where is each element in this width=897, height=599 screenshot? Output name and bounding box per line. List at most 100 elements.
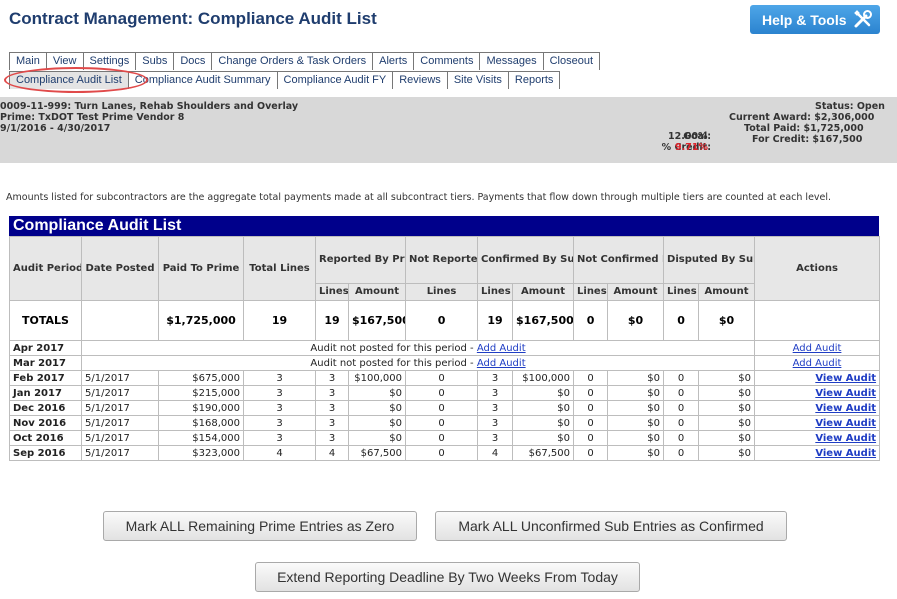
not-posted-message: Audit not posted for this period - Add A… xyxy=(80,355,756,371)
row-total-lines: 3 xyxy=(243,430,316,446)
totals-total-lines: 19 xyxy=(243,300,316,341)
view-audit-link[interactable]: View Audit xyxy=(815,417,877,429)
totals-not-confirmed-amount: $0 xyxy=(607,300,665,341)
row-total-lines: 3 xyxy=(243,415,316,431)
view-audit-link[interactable]: View Audit xyxy=(815,432,877,444)
tab-docs[interactable]: Docs xyxy=(173,52,213,70)
row-action: View Audit xyxy=(754,445,881,461)
table-row: Mar 2017 Audit not posted for this period… xyxy=(9,355,881,371)
view-audit-link[interactable]: View Audit xyxy=(815,372,877,384)
not-posted-text: Audit not posted for this period - xyxy=(310,342,474,354)
help-tools-label: Help & Tools xyxy=(762,11,847,28)
row-not-confirmed-amount: $0 xyxy=(607,370,665,386)
view-audit-link[interactable]: View Audit xyxy=(815,447,877,459)
subheader-amount: Amount xyxy=(512,283,575,301)
contract-dates: 9/1/2016 - 4/30/2017 xyxy=(0,123,111,134)
row-action: Add Audit xyxy=(754,355,881,371)
view-audit-link[interactable]: View Audit xyxy=(815,387,877,399)
row-not-reported-lines: 0 xyxy=(405,445,479,461)
table-row: Apr 2017 Audit not posted for this period… xyxy=(9,340,881,356)
tab-messages[interactable]: Messages xyxy=(479,52,544,70)
row-date-posted: 5/1/2017 xyxy=(81,415,159,431)
header-paid-to-prime: Paid To Prime xyxy=(158,236,244,301)
row-confirmed-lines: 3 xyxy=(477,415,514,431)
subheader-amount: Amount xyxy=(607,283,665,301)
tab-compliance-audit-fy[interactable]: Compliance Audit FY xyxy=(276,71,394,89)
extend-deadline-button[interactable]: Extend Reporting Deadline By Two Weeks F… xyxy=(255,562,640,592)
add-audit-action-link[interactable]: Add Audit xyxy=(792,342,842,354)
grid-title: Compliance Audit List xyxy=(9,216,879,236)
header-disputed-by-sub: Disputed By Sub xyxy=(663,236,756,284)
row-paid-to-prime: $323,000 xyxy=(158,445,244,461)
row-reported-amount: $0 xyxy=(347,430,407,446)
header-date-posted: Date Posted xyxy=(81,236,159,301)
not-posted-message: Audit not posted for this period - Add A… xyxy=(80,340,756,356)
row-disputed-amount: $0 xyxy=(698,370,756,386)
tab-reports[interactable]: Reports xyxy=(507,71,561,89)
table-row: Jan 2017 5/1/2017 $215,000 3 3 $0 0 3 $0 0 $0 0 $0 Vi… xyxy=(9,385,881,401)
header-audit-period: Audit Period xyxy=(9,236,82,301)
contract-info-panel: 0009-11-999: Turn Lanes, Rehab Shoulders… xyxy=(0,97,897,163)
tab-subs[interactable]: Subs xyxy=(135,52,175,70)
tab-site-visits[interactable]: Site Visits xyxy=(446,71,509,89)
contract-title: 0009-11-999: Turn Lanes, Rehab Shoulders… xyxy=(0,101,299,112)
view-audit-link[interactable]: View Audit xyxy=(815,402,877,414)
tab-main[interactable]: Main xyxy=(9,52,47,70)
total-paid: Total Paid: $1,725,000 xyxy=(744,123,864,134)
row-not-confirmed-amount: $0 xyxy=(607,445,665,461)
row-not-confirmed-lines: 0 xyxy=(573,430,609,446)
totals-paid: $1,725,000 xyxy=(158,300,244,341)
tab-alerts[interactable]: Alerts xyxy=(372,52,415,70)
add-audit-action-link[interactable]: Add Audit xyxy=(792,357,842,369)
subheader-lines: Lines xyxy=(405,283,479,301)
row-total-lines: 3 xyxy=(243,370,316,386)
tab-change-orders[interactable]: Change Orders & Task Orders xyxy=(211,52,374,70)
totals-reported-lines: 19 xyxy=(315,300,349,341)
row-disputed-lines: 0 xyxy=(663,415,700,431)
mark-prime-zero-button[interactable]: Mark ALL Remaining Prime Entries as Zero xyxy=(103,511,417,541)
for-credit: For Credit: $167,500 xyxy=(752,134,863,145)
row-reported-lines: 3 xyxy=(315,400,349,416)
compliance-audit-table: Audit Period Date Posted Paid To Prime T… xyxy=(9,236,881,461)
row-paid-to-prime: $675,000 xyxy=(158,370,244,386)
current-award: Current Award: $2,306,000 xyxy=(729,112,875,123)
tools-icon xyxy=(854,10,872,28)
row-paid-to-prime: $168,000 xyxy=(158,415,244,431)
row-not-reported-lines: 0 xyxy=(405,430,479,446)
add-audit-link[interactable]: Add Audit xyxy=(476,342,526,354)
mark-sub-confirmed-button[interactable]: Mark ALL Unconfirmed Sub Entries as Conf… xyxy=(435,511,787,541)
row-not-confirmed-amount: $0 xyxy=(607,430,665,446)
row-disputed-lines: 0 xyxy=(663,385,700,401)
tab-compliance-audit-summary[interactable]: Compliance Audit Summary xyxy=(127,71,278,89)
table-row: Oct 2016 5/1/2017 $154,000 3 3 $0 0 3 $0 0 $0 0 $0 Vi… xyxy=(9,430,881,446)
tab-reviews[interactable]: Reviews xyxy=(392,71,448,89)
totals-confirmed-amount: $167,500 xyxy=(512,300,575,341)
tab-settings[interactable]: Settings xyxy=(82,52,137,70)
help-tools-button[interactable]: Help & Tools xyxy=(750,5,880,34)
row-action: View Audit xyxy=(754,400,881,416)
add-audit-link[interactable]: Add Audit xyxy=(476,357,526,369)
totals-row: TOTALS $1,725,000 19 19 $167,500 0 19 $1… xyxy=(9,300,881,341)
row-confirmed-lines: 3 xyxy=(477,430,514,446)
subheader-lines: Lines xyxy=(477,283,514,301)
tab-view[interactable]: View xyxy=(45,52,84,70)
totals-confirmed-lines: 19 xyxy=(477,300,514,341)
totals-not-reported-lines: 0 xyxy=(405,300,479,341)
header-reported-by-prime: Reported By Prime xyxy=(314,236,407,284)
tab-compliance-audit-list[interactable]: Compliance Audit List xyxy=(9,71,129,89)
row-reported-lines: 3 xyxy=(315,430,349,446)
row-disputed-amount: $0 xyxy=(698,445,756,461)
row-reported-lines: 4 xyxy=(315,445,349,461)
row-reported-amount: $100,000 xyxy=(347,370,407,386)
row-period: Sep 2016 xyxy=(9,445,82,461)
row-period: Nov 2016 xyxy=(9,415,82,431)
tab-closeout[interactable]: Closeout xyxy=(542,52,601,70)
row-confirmed-lines: 3 xyxy=(477,370,514,386)
row-not-confirmed-amount: $0 xyxy=(607,400,665,416)
subheader-lines: Lines xyxy=(315,283,349,301)
tab-comments[interactable]: Comments xyxy=(413,52,481,70)
row-disputed-amount: $0 xyxy=(698,400,756,416)
row-not-confirmed-amount: $0 xyxy=(607,385,665,401)
row-reported-lines: 3 xyxy=(315,385,349,401)
row-action: Add Audit xyxy=(754,340,881,356)
